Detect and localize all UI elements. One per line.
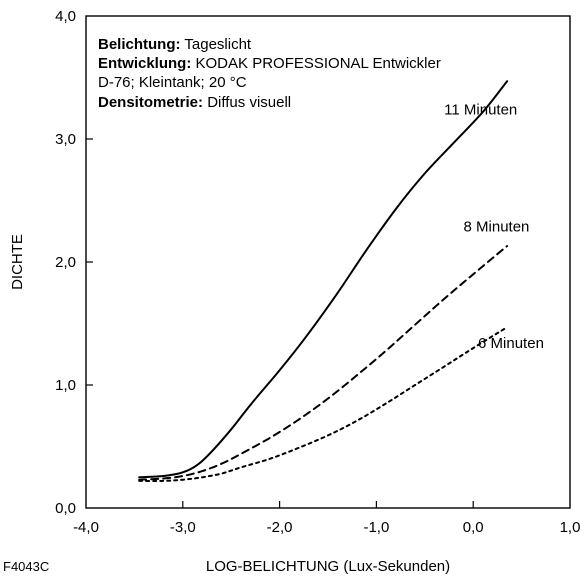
info-densitometry-label: Densitometrie:	[98, 94, 203, 111]
x-tick-label: -2,0	[267, 519, 293, 536]
x-tick-label: -3,0	[170, 519, 196, 536]
series-line-11-min	[138, 80, 509, 479]
series-lines	[138, 80, 509, 482]
svg-text:Belichtung: Tageslicht: Belichtung: Tageslicht	[98, 36, 252, 53]
series-label: 11 Minuten	[444, 101, 517, 118]
y-tick-label: 0,0	[55, 500, 76, 517]
series-line-8-min	[138, 245, 509, 481]
y-tick-label: 4,0	[55, 8, 76, 25]
series-label: 8 Minuten	[464, 218, 530, 235]
x-tick-label: -4,0	[73, 519, 99, 536]
series-label: 6 Minuten	[478, 335, 544, 352]
info-exposure-value: Tageslicht	[181, 36, 252, 53]
y-axis-ticks: 0,0 1,0 2,0 3,0 4,0	[55, 8, 93, 517]
series-labels: 11 Minuten 8 Minuten 6 Minuten	[444, 101, 544, 352]
svg-text:Entwicklung: KODAK PROFESSIONA: Entwicklung: KODAK PROFESSIONAL Entwickl…	[98, 55, 441, 72]
info-exposure-label: Belichtung:	[98, 36, 181, 53]
info-densitometry-value: Diffus visuell	[203, 94, 291, 111]
y-tick-label: 3,0	[55, 131, 76, 148]
y-tick-label: 2,0	[55, 254, 76, 271]
x-tick-label: 1,0	[560, 519, 580, 536]
y-axis-label: DICHTE	[9, 234, 26, 290]
info-box: Belichtung: Tageslicht Entwicklung: KODA…	[98, 36, 441, 111]
info-development-value: KODAK PROFESSIONAL Entwickler	[191, 55, 441, 72]
info-development-label: Entwicklung:	[98, 55, 191, 72]
series-line-6-min	[138, 326, 509, 482]
x-tick-label: -1,0	[363, 519, 389, 536]
x-axis-ticks: -4,0 -3,0 -2,0 -1,0 0,0 1,0	[73, 501, 580, 536]
y-tick-label: 1,0	[55, 377, 76, 394]
figure-id: F4043C	[3, 559, 49, 574]
info-development-details: D-76; Kleintank; 20 °C	[98, 74, 247, 91]
x-axis-label: LOG-BELICHTUNG (Lux-Sekunden)	[206, 558, 450, 575]
x-tick-label: 0,0	[463, 519, 484, 536]
svg-text:Densitometrie: Diffus visuell: Densitometrie: Diffus visuell	[98, 94, 291, 111]
